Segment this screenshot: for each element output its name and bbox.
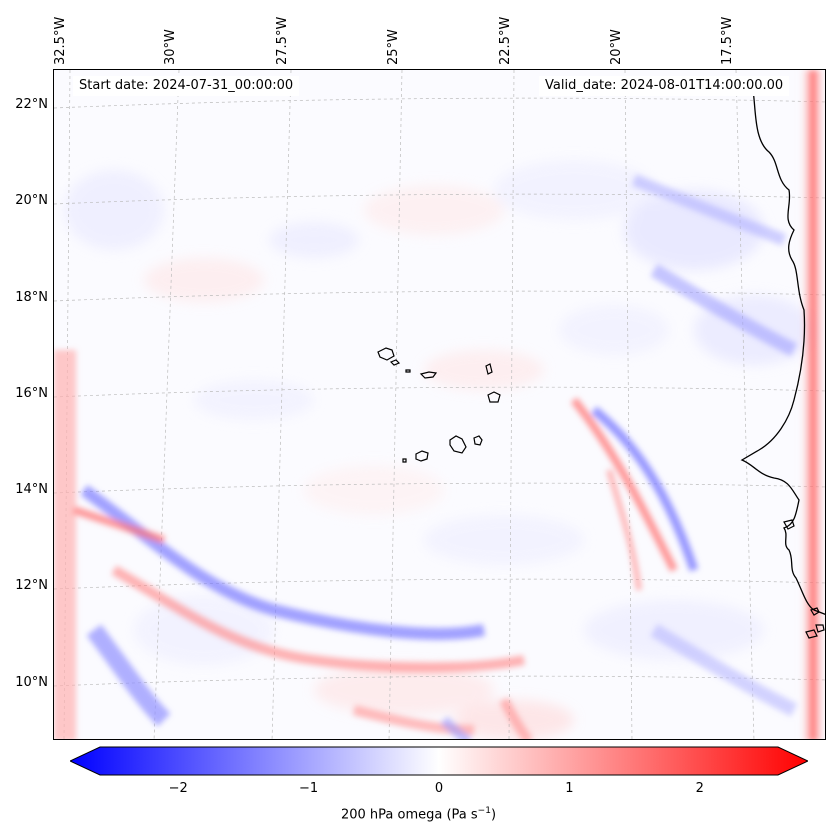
colorbar-tick-label: −2 (168, 781, 188, 796)
lon-label-27.5w: 27.5°W (275, 16, 290, 65)
colorbar (68, 746, 810, 776)
lon-label-17.5w: 17.5°W (720, 16, 735, 65)
africa-coastline (740, 89, 825, 615)
lat-label-12n: 12°N (15, 578, 48, 593)
lat-label-22n: 22°N (15, 97, 48, 112)
lon-label-22.5w: 22.5°W (498, 16, 513, 65)
valid-date-label: Valid_date: 2024-08-01T14:00:00.00 (539, 76, 790, 96)
colorbar-tick-label: 0 (434, 781, 444, 796)
lat-label-20n: 20°N (15, 193, 48, 208)
colorbar-tick-label: 1 (565, 781, 574, 796)
lat-label-14n: 14°N (15, 482, 48, 497)
lat-label-18n: 18°N (15, 290, 48, 305)
map-panel (53, 69, 826, 740)
lat-label-16n: 16°N (15, 386, 48, 401)
omega-field (54, 70, 825, 739)
lon-label-25w: 25°W (386, 29, 401, 65)
colorbar-label: 200 hPa omega (Pa s−1) (340, 806, 497, 823)
cape-verde-islands (377, 347, 501, 463)
graticule (54, 70, 825, 739)
lon-label-20w: 20°W (609, 29, 624, 65)
colorbar-graphic (68, 746, 810, 776)
lon-label-30w: 30°W (163, 29, 178, 65)
colorbar-tick-label: −1 (299, 781, 319, 796)
coastal-islands (783, 519, 825, 639)
colorbar-tick-label: 2 (695, 781, 704, 796)
start-date-label: Start date: 2024-07-31_00:00:00 (73, 76, 300, 96)
lon-label-32.5w: 32.5°W (53, 16, 68, 65)
lat-label-10n: 10°N (15, 675, 48, 690)
